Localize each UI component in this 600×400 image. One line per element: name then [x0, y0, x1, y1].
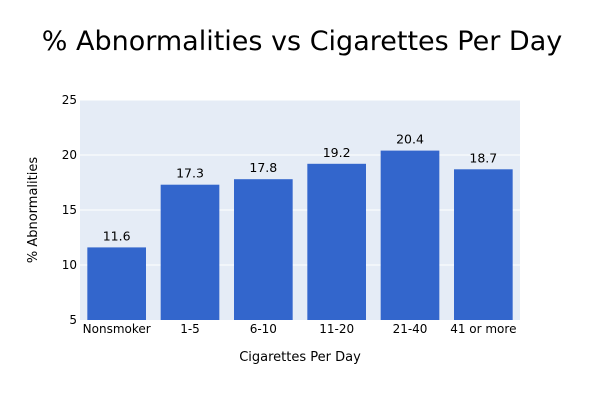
- x-tick-label: 1-5: [180, 322, 200, 336]
- bar-value-label: 17.8: [249, 160, 277, 175]
- x-tick-label: 21-40: [393, 322, 428, 336]
- x-axis-title: Cigarettes Per Day: [239, 350, 361, 365]
- bar-value-label: 20.4: [396, 132, 424, 147]
- bars: [87, 150, 513, 320]
- y-axis-ticks: 5 10 15 20 25: [62, 93, 77, 327]
- y-tick-label: 5: [69, 313, 77, 327]
- bar: [307, 163, 366, 320]
- bar-value-label: 11.6: [103, 228, 131, 243]
- y-axis-title: % Abnormalities: [26, 157, 41, 263]
- bar-value-label: 19.2: [323, 145, 351, 160]
- data-labels: 11.6 17.3 17.8 19.2 20.4 18.7: [103, 132, 498, 244]
- bar-value-label: 18.7: [469, 150, 497, 165]
- bar: [454, 169, 513, 320]
- y-tick-label: 25: [62, 93, 77, 107]
- y-tick-label: 15: [62, 203, 77, 217]
- y-tick-label: 10: [62, 258, 77, 272]
- x-tick-label: 11-20: [319, 322, 354, 336]
- x-axis-ticks: Nonsmoker 1-5 6-10 11-20 21-40 41 or more: [83, 322, 517, 336]
- y-tick-label: 20: [62, 148, 77, 162]
- x-tick-label: 41 or more: [450, 322, 516, 336]
- bar: [234, 179, 293, 320]
- bar: [380, 150, 440, 320]
- x-tick-label: 6-10: [250, 322, 277, 336]
- x-tick-label: Nonsmoker: [83, 322, 151, 336]
- chart-title: % Abnormalities vs Cigarettes Per Day: [42, 26, 562, 57]
- gridlines: [80, 99, 520, 266]
- bar: [87, 247, 146, 320]
- bar-value-label: 17.3: [176, 166, 204, 181]
- bar: [160, 184, 220, 320]
